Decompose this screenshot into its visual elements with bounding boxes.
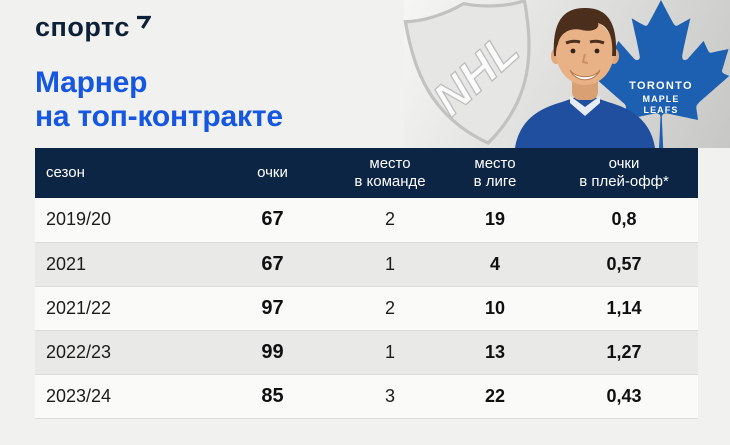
cell-playoff-points: 0,43 xyxy=(606,385,642,406)
player-photo xyxy=(515,8,655,148)
cell-playoff-points: 0,8 xyxy=(611,209,637,230)
table-row: 2019/20 67 2 19 0,8 xyxy=(35,198,698,242)
table-row: 2021/22 97 2 10 1,14 xyxy=(35,286,698,330)
page-title-line1: Марнер xyxy=(35,66,148,99)
table-row: 2023/24 85 3 22 0,43 xyxy=(35,374,698,418)
cell-points: 97 xyxy=(261,296,284,319)
cell-team-rank: 1 xyxy=(384,253,395,274)
table-row: 2021 67 1 4 0,57 xyxy=(35,242,698,286)
cell-season: 2019/20 xyxy=(46,209,112,230)
sports-logo: спортс xyxy=(35,14,151,41)
col-header-season: сезон xyxy=(35,148,205,198)
col-header-points: очки xyxy=(205,148,340,198)
table-header-row: сезон очки место в команде место в лиге xyxy=(35,148,698,198)
page-title-line2: на топ-контракте xyxy=(35,100,283,133)
cell-team-rank: 3 xyxy=(384,385,395,406)
col-header-league-rank: место в лиге xyxy=(440,148,550,198)
cell-playoff-points: 0,57 xyxy=(606,253,642,274)
team-wordmark: TORONTO MAPLE LEAFS xyxy=(586,80,730,116)
cell-league-rank: 10 xyxy=(484,297,506,318)
cell-league-rank: 13 xyxy=(484,341,506,362)
col-header-team-rank: место в команде xyxy=(340,148,440,198)
col-header-playoff-points: очки в плей-офф* xyxy=(550,148,698,198)
cell-league-rank: 22 xyxy=(484,385,506,406)
cell-season: 2023/24 xyxy=(46,385,112,406)
cell-season: 2022/23 xyxy=(46,341,112,362)
cell-points: 85 xyxy=(261,384,284,407)
cell-season: 2021/22 xyxy=(46,297,112,318)
cell-league-rank: 4 xyxy=(489,253,500,274)
cell-playoff-points: 1,27 xyxy=(606,341,642,362)
hero-image: NHL TORONTO MAPLE LEAFS xyxy=(403,0,730,150)
stats-table: сезон очки место в команде место в лиге xyxy=(35,148,698,419)
team-wordmark-line3: LEAFS xyxy=(643,105,679,115)
sports-logo-text: спортс xyxy=(35,12,130,42)
cell-points: 99 xyxy=(261,340,284,363)
table-row: 2022/23 99 1 13 1,27 xyxy=(35,330,698,374)
team-wordmark-line2: MAPLE xyxy=(642,93,680,104)
nhl-logo-icon: NHL xyxy=(403,0,531,146)
cell-points: 67 xyxy=(261,252,284,275)
team-wordmark-line1: TORONTO xyxy=(629,80,693,92)
sports-logo-mark-icon xyxy=(136,15,151,29)
cell-team-rank: 2 xyxy=(384,297,395,318)
cell-team-rank: 2 xyxy=(384,209,395,230)
cell-points: 67 xyxy=(261,208,284,231)
page-title: Марнер на топ-контракте xyxy=(35,66,283,134)
cell-playoff-points: 1,14 xyxy=(606,297,642,318)
cell-team-rank: 1 xyxy=(384,341,395,362)
cell-league-rank: 19 xyxy=(484,209,506,230)
cell-season: 2021 xyxy=(46,253,87,274)
